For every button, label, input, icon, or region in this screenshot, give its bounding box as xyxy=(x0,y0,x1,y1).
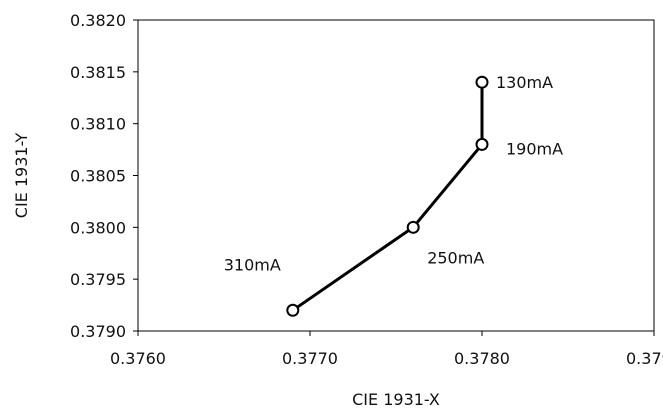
data-point-marker xyxy=(286,303,300,317)
data-point-marker xyxy=(475,75,489,89)
series-line xyxy=(291,82,484,312)
plot-area-frame xyxy=(137,19,655,332)
y-tick-label: 0.3795 xyxy=(70,270,126,289)
data-point-marker xyxy=(406,220,420,234)
data-label: 250mA xyxy=(427,248,484,267)
data-label: 190mA xyxy=(506,139,563,158)
x-axis-ticks: 0.3760 0.3770 0.3780 0.3790 xyxy=(110,331,663,368)
y-tick-label: 0.3800 xyxy=(70,218,126,237)
x-tick-label: 0.3790 xyxy=(626,349,663,368)
y-tick-label: 0.3810 xyxy=(70,115,126,134)
data-label: 310mA xyxy=(224,255,281,274)
data-point-marker xyxy=(475,137,489,151)
y-tick-label: 0.3805 xyxy=(70,167,126,186)
y-axis-ticks: 0.3790 0.3795 0.3800 0.3805 0.3810 0.3815 0.38… xyxy=(70,11,138,341)
x-tick-label: 0.3770 xyxy=(282,349,338,368)
y-tick-label: 0.3820 xyxy=(70,11,126,30)
y-tick-label: 0.3790 xyxy=(70,322,126,341)
x-axis-title: CIE 1931-X xyxy=(352,390,440,409)
data-label: 130mA xyxy=(496,73,553,92)
x-tick-label: 0.3780 xyxy=(454,349,510,368)
series-group: 130mA 190mA 250mA 310mA xyxy=(224,73,563,317)
y-axis-title: CIE 1931-Y xyxy=(12,133,31,219)
y-tick-label: 0.3815 xyxy=(70,63,126,82)
x-tick-label: 0.3760 xyxy=(110,349,166,368)
